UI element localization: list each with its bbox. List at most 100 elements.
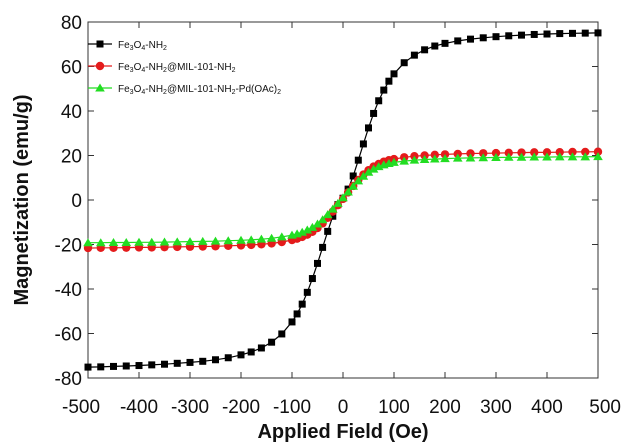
- data-point: [84, 363, 92, 371]
- data-point: [389, 157, 399, 166]
- x-axis-ticks: -500 -400 -300 -200 -100 0 100 200 300 400 500: [62, 22, 621, 418]
- data-point: [186, 358, 194, 366]
- data-point: [543, 30, 551, 38]
- y-tick-label: -80: [55, 369, 82, 390]
- data-point: [581, 29, 589, 37]
- data-point: [359, 140, 367, 148]
- data-point: [452, 153, 463, 162]
- data-point: [266, 233, 277, 242]
- data-point: [441, 39, 449, 47]
- y-tick-label: 80: [61, 13, 82, 34]
- data-point: [172, 237, 183, 246]
- data-point: [97, 363, 105, 371]
- data-point: [368, 164, 379, 173]
- data-point: [385, 77, 393, 85]
- data-point: [530, 148, 539, 157]
- data-point: [121, 237, 132, 246]
- legend-label-mil101: Fe3O4-NH2@MIL-101-NH2: [118, 62, 236, 74]
- legend: Fe3O4-NH2 Fe3O4-NH2@MIL-101-NH2 Fe3O4-NH…: [88, 40, 281, 96]
- y-tick-label: 0: [71, 191, 82, 212]
- data-point: [199, 357, 207, 365]
- data-point: [293, 310, 301, 318]
- data-point: [329, 212, 337, 220]
- data-point: [365, 124, 372, 132]
- legend-marker-triangle: [95, 83, 105, 92]
- data-point: [333, 198, 343, 207]
- data-point: [580, 152, 591, 161]
- data-point: [338, 193, 348, 202]
- x-tick-label: 300: [480, 397, 512, 418]
- data-point: [210, 236, 221, 245]
- x-tick-label: 100: [378, 397, 410, 418]
- data-point: [478, 153, 489, 162]
- x-tick-label: -500: [62, 397, 100, 418]
- data-point: [517, 148, 526, 157]
- x-tick-label: -300: [171, 397, 209, 418]
- data-point: [569, 29, 576, 37]
- data-point: [421, 46, 429, 54]
- data-point: [518, 31, 525, 39]
- data-point: [593, 147, 603, 156]
- data-point: [246, 235, 256, 244]
- y-tick-label: 40: [61, 102, 82, 123]
- y-tick-label: 20: [61, 147, 82, 168]
- data-point: [363, 167, 374, 176]
- x-tick-label: 0: [338, 397, 349, 418]
- data-point: [173, 359, 181, 367]
- data-point: [312, 219, 323, 228]
- data-point: [568, 147, 577, 157]
- data-point: [567, 152, 578, 161]
- data-point: [314, 259, 321, 267]
- y-axis-title: Magnetization (emu/g): [11, 94, 33, 305]
- data-point: [375, 97, 383, 105]
- data-point: [594, 29, 602, 37]
- data-point: [370, 109, 378, 117]
- data-point: [159, 237, 170, 246]
- legend-label-fe3o4-nh2: Fe3O4-NH2: [118, 40, 167, 52]
- data-point: [277, 232, 287, 241]
- data-point: [530, 30, 538, 38]
- legend-marker-circle: [95, 61, 105, 71]
- data-point: [298, 300, 306, 308]
- data-point: [400, 59, 408, 67]
- data-point: [556, 30, 564, 38]
- x-tick-label: 400: [531, 397, 563, 418]
- data-point: [440, 154, 450, 163]
- x-tick-label: -200: [222, 397, 260, 418]
- data-point: [288, 318, 296, 326]
- data-point: [593, 152, 603, 161]
- data-point: [328, 204, 338, 213]
- data-point: [419, 155, 430, 164]
- data-point: [409, 155, 420, 164]
- data-point: [108, 237, 119, 246]
- data-point: [236, 235, 246, 244]
- data-point: [430, 154, 440, 163]
- data-point: [479, 34, 487, 42]
- legend-label-pd: Fe3O4-NH2@MIL-101-NH2-Pd(OAc)2: [118, 84, 281, 96]
- data-point: [505, 32, 513, 40]
- data-point: [319, 243, 327, 251]
- data-point: [308, 275, 316, 283]
- data-point: [353, 176, 364, 185]
- data-point: [322, 210, 333, 219]
- data-point: [542, 152, 552, 161]
- data-point: [268, 338, 276, 346]
- data-point: [454, 37, 462, 45]
- data-point: [122, 362, 130, 370]
- legend-marker-square: [96, 40, 104, 48]
- y-tick-label: 60: [61, 58, 82, 79]
- data-point: [390, 70, 398, 78]
- data-point: [465, 153, 476, 162]
- data-point: [307, 222, 318, 231]
- series-triangle: [83, 152, 603, 247]
- data-point: [237, 351, 245, 359]
- data-point: [358, 171, 369, 180]
- data-point: [467, 35, 474, 43]
- data-point: [581, 147, 590, 157]
- data-point: [542, 148, 552, 157]
- data-point: [343, 187, 353, 196]
- data-point: [212, 356, 219, 364]
- data-point: [317, 215, 328, 224]
- y-tick-label: -20: [55, 236, 82, 257]
